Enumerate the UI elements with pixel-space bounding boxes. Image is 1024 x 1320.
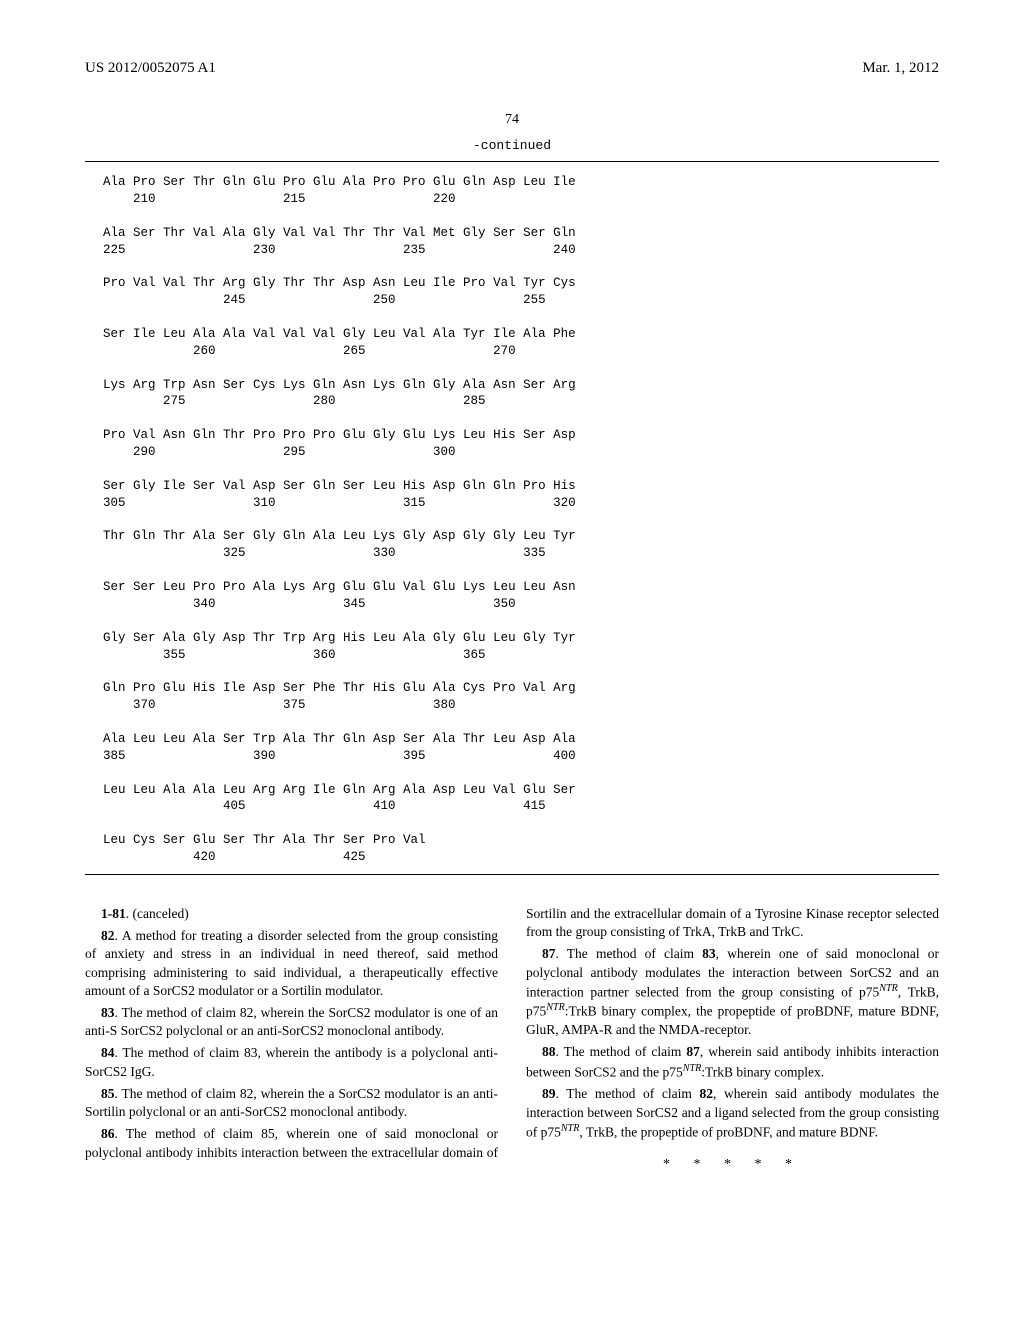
claim: 82. A method for treating a disorder sel… bbox=[85, 927, 498, 1000]
end-mark: * * * * * bbox=[526, 1156, 939, 1175]
claim: 89. The method of claim 82, wherein said… bbox=[526, 1085, 939, 1141]
sequence-listing: Ala Pro Ser Thr Gln Glu Pro Glu Ala Pro … bbox=[103, 174, 939, 866]
claim: 87. The method of claim 83, wherein one … bbox=[526, 945, 939, 1039]
claim: 1-81. (canceled) bbox=[85, 905, 498, 923]
page-number: 74 bbox=[85, 112, 939, 128]
claims-section: 1-81. (canceled) 82. A method for treatin… bbox=[85, 905, 939, 1175]
page-container: US 2012/0052075 A1 Mar. 1, 2012 74 -cont… bbox=[0, 0, 1024, 1320]
claim: 84. The method of claim 83, wherein the … bbox=[85, 1044, 498, 1080]
publication-date: Mar. 1, 2012 bbox=[862, 60, 939, 77]
patent-pub-number: US 2012/0052075 A1 bbox=[85, 60, 216, 77]
claim: 85. The method of claim 82, wherein the … bbox=[85, 1085, 498, 1121]
claim: 88. The method of claim 87, wherein said… bbox=[526, 1043, 939, 1081]
sequence-block: Ala Pro Ser Thr Gln Glu Pro Glu Ala Pro … bbox=[85, 161, 939, 875]
claim: 83. The method of claim 82, wherein the … bbox=[85, 1004, 498, 1040]
continued-label: -continued bbox=[85, 138, 939, 153]
page-header: US 2012/0052075 A1 Mar. 1, 2012 bbox=[85, 60, 939, 77]
